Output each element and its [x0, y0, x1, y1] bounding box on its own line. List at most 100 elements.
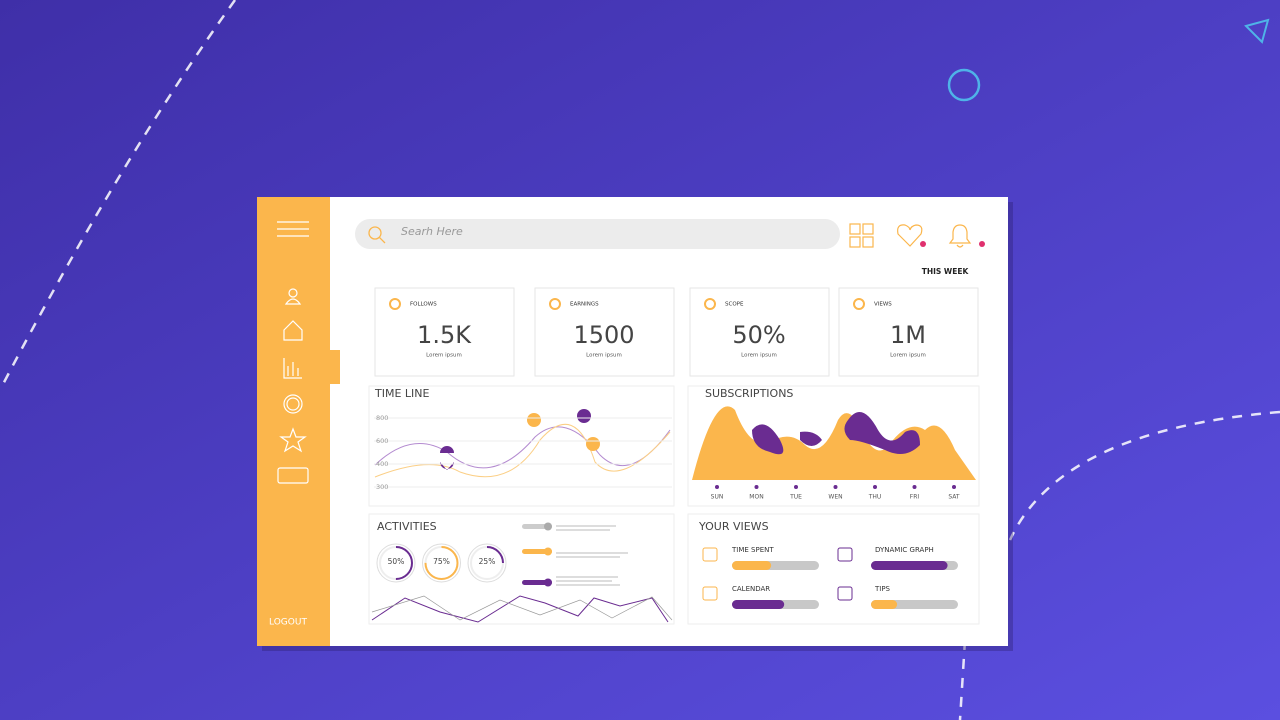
- logout[interactable]: LOGOUT: [269, 618, 307, 628]
- view-name: DYNAMIC GRAPH: [875, 546, 934, 554]
- favorites-icon[interactable]: [897, 224, 923, 247]
- ring: [379, 546, 413, 580]
- views-list: TIME SPENT DYNAMIC GRAPH CALENDAR TIPS: [702, 546, 958, 609]
- timeline-panel: [368, 385, 675, 507]
- day-dot: [912, 485, 917, 489]
- y-tick-label: 600: [376, 437, 388, 445]
- stat-card: [534, 287, 675, 377]
- stat-icon: [853, 298, 865, 310]
- y-tick-label: 400: [376, 460, 388, 468]
- stat-card: [689, 287, 830, 377]
- y-tick-label: 800: [376, 414, 388, 422]
- card-icon[interactable]: [277, 467, 309, 484]
- activity-sliders: [522, 522, 628, 587]
- stat-icon: [704, 298, 716, 310]
- days: SUN MON TUE WEN THU FRI SAT: [711, 485, 960, 501]
- ring-track: [376, 543, 416, 583]
- pin: [527, 413, 541, 427]
- search-icon: [378, 236, 386, 244]
- stat-icon: [549, 298, 561, 310]
- pin: [577, 409, 591, 423]
- stat-value: 1500: [573, 321, 634, 349]
- stat-caption: Lorem ipsum: [741, 353, 777, 359]
- menu-icon[interactable]: [277, 221, 309, 237]
- notifications-icon[interactable]: [948, 224, 972, 248]
- settings-icon[interactable]: [283, 394, 303, 414]
- view-icon: [837, 547, 853, 562]
- search-bar[interactable]: [355, 219, 840, 249]
- timeline-line: [374, 426, 671, 469]
- view-name: TIME SPENT: [731, 546, 774, 554]
- star-icon[interactable]: [279, 427, 307, 453]
- subscriptions-area: [692, 406, 976, 480]
- rings: 50% 75% 25%: [376, 543, 507, 583]
- progress-bar: [732, 600, 785, 609]
- day-dot: [873, 485, 877, 489]
- stats: FOLLOWS 1.5K Lorem ipsum EARNINGS 1500 Lorem …: [374, 287, 979, 377]
- stat-value: 50%: [732, 321, 785, 349]
- chart-icon[interactable]: [283, 358, 302, 379]
- home-icon[interactable]: [283, 320, 303, 341]
- subscriptions-area: [752, 412, 920, 455]
- day-dot: [833, 485, 838, 489]
- view-name: CALENDAR: [732, 585, 770, 593]
- search-icon: [368, 226, 382, 240]
- activity-line: [371, 595, 673, 621]
- timeline-chart: 800 600 400 300: [374, 409, 672, 491]
- stat-card: [838, 287, 979, 377]
- decoration: [947, 68, 981, 102]
- user-icon[interactable]: [288, 288, 298, 298]
- stat-value: 1M: [890, 321, 926, 349]
- stat-label: SCOPE: [725, 302, 744, 308]
- panel-title: SUBSCRIPTIONS: [705, 387, 793, 400]
- day-dot: [794, 485, 798, 489]
- badge: [920, 241, 926, 247]
- day-dot: [754, 485, 759, 489]
- y-tick-label: 300: [376, 483, 388, 491]
- decoration: [1244, 18, 1270, 44]
- panel-title: YOUR VIEWS: [698, 520, 769, 533]
- progress-bar: [871, 600, 898, 609]
- badge: [979, 241, 985, 247]
- day-label: WEN: [828, 494, 842, 501]
- stat-caption: Lorem ipsum: [426, 353, 462, 359]
- top-icons: [849, 223, 972, 248]
- pin: [440, 446, 454, 470]
- day-label: TUE: [789, 494, 802, 501]
- search-placeholder: Searh Here: [401, 225, 463, 238]
- view-icon: [702, 547, 718, 562]
- stat-icon: [389, 298, 401, 310]
- panel-title: TIME LINE: [374, 387, 430, 400]
- day-label: FRI: [910, 494, 920, 501]
- filter[interactable]: THIS WEEK: [922, 267, 970, 276]
- day-label: MON: [749, 494, 763, 501]
- ring-track: [422, 543, 461, 583]
- apps-icon[interactable]: [849, 223, 861, 235]
- day-dot: [952, 485, 956, 489]
- view-icon: [702, 586, 718, 601]
- day-label: SUN: [711, 494, 724, 501]
- view-name: TIPS: [874, 585, 891, 593]
- stat-caption: Lorem ipsum: [890, 353, 926, 359]
- ring: [424, 546, 459, 580]
- activity-line: [371, 595, 669, 623]
- stat-label: VIEWS: [874, 302, 892, 308]
- sidebar: [257, 197, 330, 646]
- ring-label: 75%: [433, 557, 450, 566]
- day-dot: [715, 485, 719, 489]
- ring-track: [467, 543, 507, 583]
- stat-value: 1.5K: [417, 321, 472, 349]
- pin: [586, 437, 600, 451]
- progress-bar: [732, 561, 772, 570]
- day-label: THU: [868, 494, 882, 501]
- ring-label: 50%: [388, 557, 405, 566]
- ring-label: 25%: [479, 557, 496, 566]
- view-icon: [837, 586, 853, 601]
- sidebar-tab: [257, 350, 340, 384]
- panel-title: ACTIVITIES: [377, 520, 437, 533]
- stat-card: [374, 287, 515, 377]
- stat-label: EARNINGS: [570, 302, 599, 308]
- stat-caption: Lorem ipsum: [586, 353, 622, 359]
